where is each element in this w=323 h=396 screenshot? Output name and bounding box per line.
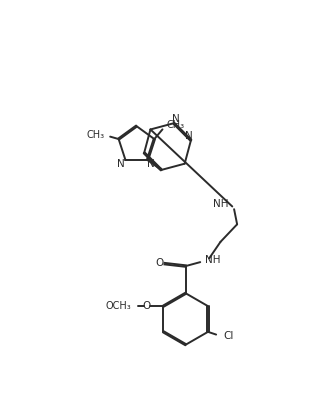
Text: CH₃: CH₃ <box>166 120 184 130</box>
Text: CH₃: CH₃ <box>87 130 105 140</box>
Text: OCH₃: OCH₃ <box>106 301 131 311</box>
Text: Cl: Cl <box>223 331 234 341</box>
Text: N: N <box>172 114 180 124</box>
Text: O: O <box>143 301 151 311</box>
Text: N: N <box>147 159 155 169</box>
Text: N: N <box>185 131 193 141</box>
Text: NH: NH <box>213 199 229 209</box>
Text: NH: NH <box>205 255 220 265</box>
Text: O: O <box>156 258 164 268</box>
Text: N: N <box>117 159 125 169</box>
